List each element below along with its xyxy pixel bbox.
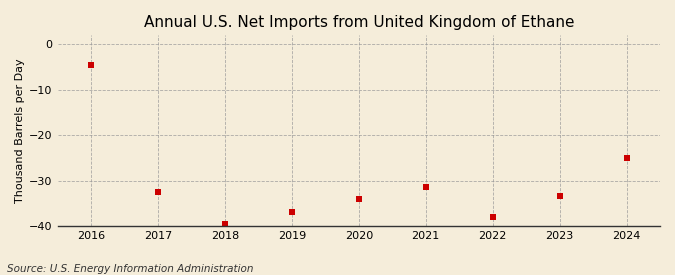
- Title: Annual U.S. Net Imports from United Kingdom of Ethane: Annual U.S. Net Imports from United King…: [144, 15, 574, 30]
- Text: Source: U.S. Energy Information Administration: Source: U.S. Energy Information Administ…: [7, 264, 253, 274]
- Y-axis label: Thousand Barrels per Day: Thousand Barrels per Day: [15, 58, 25, 203]
